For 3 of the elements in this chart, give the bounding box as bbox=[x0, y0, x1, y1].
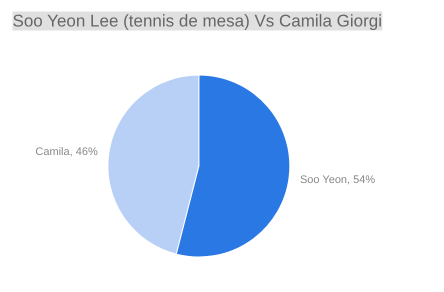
chart-title: Soo Yeon Lee (tennis de mesa) Vs Camila Giorgi bbox=[12, 12, 382, 30]
slice-label: Camila, 46% bbox=[35, 146, 98, 158]
slice-label: Soo Yeon, 54% bbox=[300, 174, 376, 186]
